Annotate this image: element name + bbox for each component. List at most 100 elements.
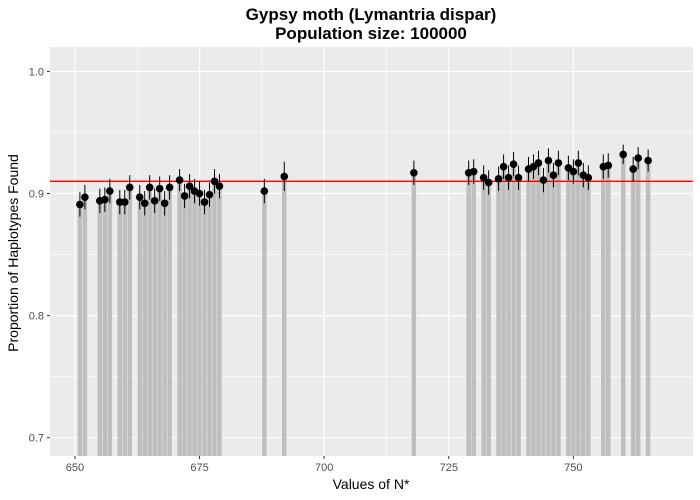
bar <box>182 195 187 456</box>
data-point <box>494 175 503 183</box>
bar <box>192 191 197 456</box>
x-tick-label: 750 <box>564 462 582 474</box>
y-tick-label: 0.8 <box>29 311 44 323</box>
bar <box>117 202 123 456</box>
data-point <box>200 198 209 206</box>
bar <box>212 181 217 456</box>
data-point <box>195 189 204 198</box>
plot-panel <box>50 47 693 456</box>
bar <box>142 203 147 456</box>
data-point <box>101 195 109 204</box>
x-tick-label: 700 <box>315 462 333 474</box>
bar <box>82 197 88 456</box>
bar <box>217 186 222 457</box>
bar <box>282 176 287 457</box>
bar <box>556 162 561 456</box>
bar <box>102 199 108 456</box>
bar <box>122 202 128 456</box>
data-point <box>484 178 493 187</box>
bar <box>486 182 491 456</box>
data-point <box>106 187 114 195</box>
data-point <box>140 199 149 208</box>
bar <box>496 178 501 456</box>
bar <box>536 162 541 456</box>
data-point <box>629 165 637 173</box>
data-point <box>205 190 214 199</box>
x-tick-label: 725 <box>440 462 458 474</box>
bar <box>606 165 611 456</box>
bar <box>162 203 167 456</box>
data-point <box>569 167 578 176</box>
data-point <box>479 173 488 182</box>
bar <box>645 160 651 457</box>
data-point <box>280 172 289 181</box>
data-point <box>165 183 174 192</box>
bar <box>516 177 521 457</box>
data-point <box>544 156 553 165</box>
bar <box>197 193 202 457</box>
bar <box>137 197 142 456</box>
data-point <box>584 173 593 182</box>
data-point <box>135 193 144 201</box>
data-point <box>539 176 548 184</box>
data-point <box>160 199 169 208</box>
bar <box>586 177 591 457</box>
y-tick-label: 0.9 <box>29 189 44 201</box>
bar <box>501 166 506 456</box>
data-point <box>634 154 642 162</box>
data-point <box>514 173 523 182</box>
data-point <box>210 177 219 186</box>
data-point <box>145 183 154 192</box>
bar <box>466 172 471 456</box>
bar <box>566 167 571 456</box>
bar <box>531 166 536 456</box>
y-tick-label: 1.0 <box>29 66 44 78</box>
data-point <box>260 187 269 195</box>
bar <box>581 175 586 456</box>
data-point <box>469 167 478 176</box>
data-point <box>215 182 224 190</box>
bar <box>127 187 132 456</box>
data-point <box>509 160 518 169</box>
x-tick-label: 675 <box>190 462 208 474</box>
bar <box>262 191 267 456</box>
bar <box>620 154 626 456</box>
bar <box>187 186 192 457</box>
bar <box>411 172 417 456</box>
bar <box>526 169 531 457</box>
data-point <box>76 200 84 209</box>
x-tick-label: 650 <box>66 462 84 474</box>
data-point <box>549 171 558 179</box>
data-point <box>175 176 184 184</box>
plot-area: 650 675 700 725 750 0.7 0.8 0.9 1.0 <box>29 47 693 474</box>
x-axis-title: Values of N* <box>333 476 410 492</box>
bar <box>177 180 182 456</box>
bar <box>481 177 486 457</box>
data-point <box>410 168 418 177</box>
bar <box>576 162 581 456</box>
data-point <box>534 159 543 167</box>
bar <box>601 166 606 456</box>
data-point <box>499 162 508 171</box>
bar <box>107 191 113 456</box>
data-point <box>180 192 189 200</box>
bar <box>97 200 103 456</box>
bar <box>167 187 172 456</box>
chart-title: Gypsy moth (Lymantria dispar) <box>246 5 497 24</box>
bar <box>546 160 551 457</box>
data-point <box>155 184 164 193</box>
data-point <box>81 193 89 201</box>
data-point <box>185 182 194 190</box>
bar <box>202 202 207 456</box>
bar <box>551 175 556 456</box>
bar <box>157 188 162 456</box>
bar <box>207 194 212 456</box>
data-point <box>574 159 583 167</box>
bar <box>511 164 516 456</box>
bar <box>77 204 83 456</box>
bar <box>471 171 476 456</box>
bar <box>571 171 576 456</box>
data-point <box>644 156 652 165</box>
bar <box>152 200 157 456</box>
